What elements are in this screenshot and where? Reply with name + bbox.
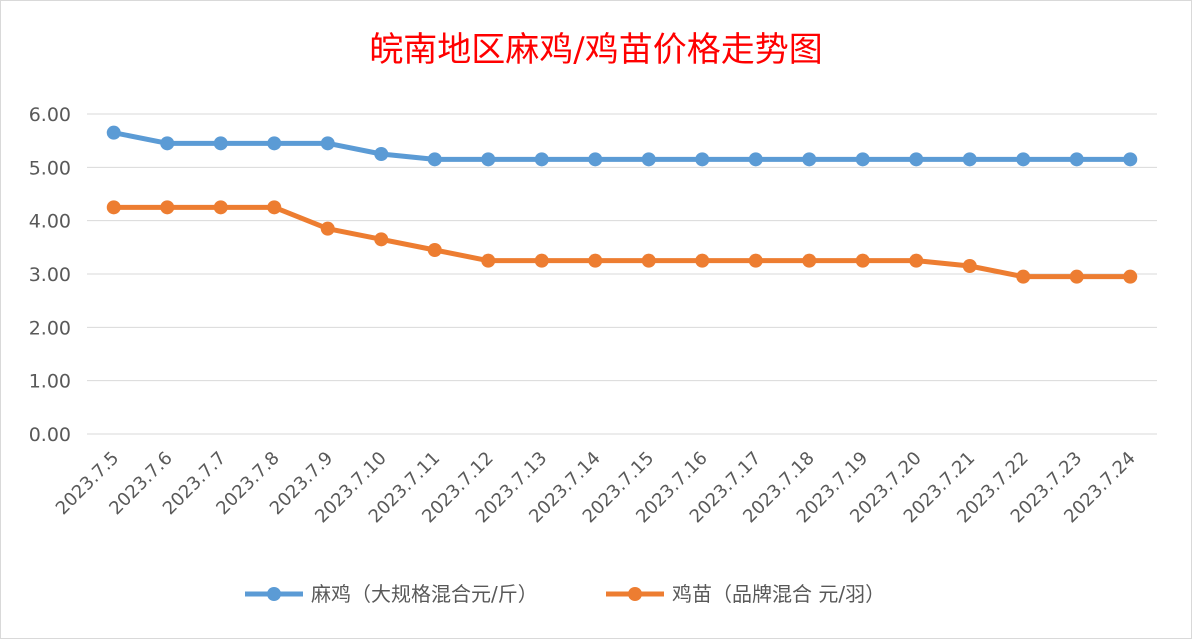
legend-label: 鸡苗（品牌混合 元/羽） (672, 582, 885, 606)
data-point (481, 152, 496, 167)
data-point (427, 243, 442, 257)
y-tick-label: 1.00 (29, 371, 71, 393)
data-point (695, 152, 710, 167)
data-point (160, 200, 175, 215)
data-point (1016, 152, 1031, 167)
data-point (802, 253, 817, 268)
data-point (160, 136, 175, 151)
data-point (320, 136, 335, 151)
gridlines (87, 113, 1157, 435)
data-point (748, 152, 763, 167)
data-point (962, 152, 977, 167)
data-point (1123, 269, 1138, 284)
y-tick-label: 6.00 (29, 104, 71, 126)
data-point (802, 152, 817, 167)
data-point (855, 253, 870, 268)
y-tick-label: 3.00 (29, 264, 71, 286)
data-point (106, 125, 121, 140)
chart-title: 皖南地区麻鸡/鸡苗价格走势图 (369, 30, 822, 70)
data-point (748, 253, 763, 268)
data-point (106, 200, 121, 215)
data-point (534, 253, 549, 268)
data-point (320, 221, 335, 236)
data-point (267, 136, 282, 151)
data-point (909, 253, 924, 268)
legend-item: 麻鸡（大规格混合元/斤） (245, 582, 538, 606)
y-tick-label: 4.00 (29, 211, 71, 233)
data-point (909, 152, 924, 167)
data-point (695, 253, 710, 268)
x-axis-tick-labels: 2023.7.52023.7.62023.7.72023.7.82023.7.9… (52, 448, 1140, 528)
legend: 麻鸡（大规格混合元/斤） 鸡苗（品牌混合 元/羽） (245, 582, 885, 606)
legend-marker-swatch (628, 587, 642, 601)
data-point (641, 152, 656, 167)
data-point (374, 232, 389, 247)
series-2 (106, 200, 1138, 284)
data-point (1069, 269, 1084, 284)
data-point (267, 200, 282, 215)
series-line (111, 204, 1133, 280)
data-point (588, 152, 603, 167)
series-line (111, 130, 1133, 162)
data-point (481, 253, 496, 268)
legend-marker-swatch (267, 587, 281, 601)
data-point (641, 253, 656, 268)
legend-item: 鸡苗（品牌混合 元/羽） (606, 582, 885, 606)
y-tick-label: 2.00 (29, 317, 71, 339)
data-point (1069, 152, 1084, 167)
data-point (588, 253, 603, 268)
data-point (1016, 269, 1031, 284)
data-point (855, 152, 870, 167)
legend-label: 麻鸡（大规格混合元/斤） (311, 582, 538, 606)
y-tick-label: 5.00 (29, 157, 71, 179)
series-1 (106, 125, 1138, 167)
data-point (1123, 152, 1138, 167)
data-point (374, 147, 389, 161)
data-point (427, 152, 442, 167)
data-point (213, 200, 228, 215)
y-axis-tick-labels: 0.00 1.00 2.00 3.00 4.00 5.00 6.00 (29, 104, 71, 446)
series-lines (106, 125, 1138, 284)
data-point (213, 136, 228, 151)
data-point (534, 152, 549, 167)
data-point (962, 259, 977, 273)
y-tick-label: 0.00 (29, 424, 71, 446)
